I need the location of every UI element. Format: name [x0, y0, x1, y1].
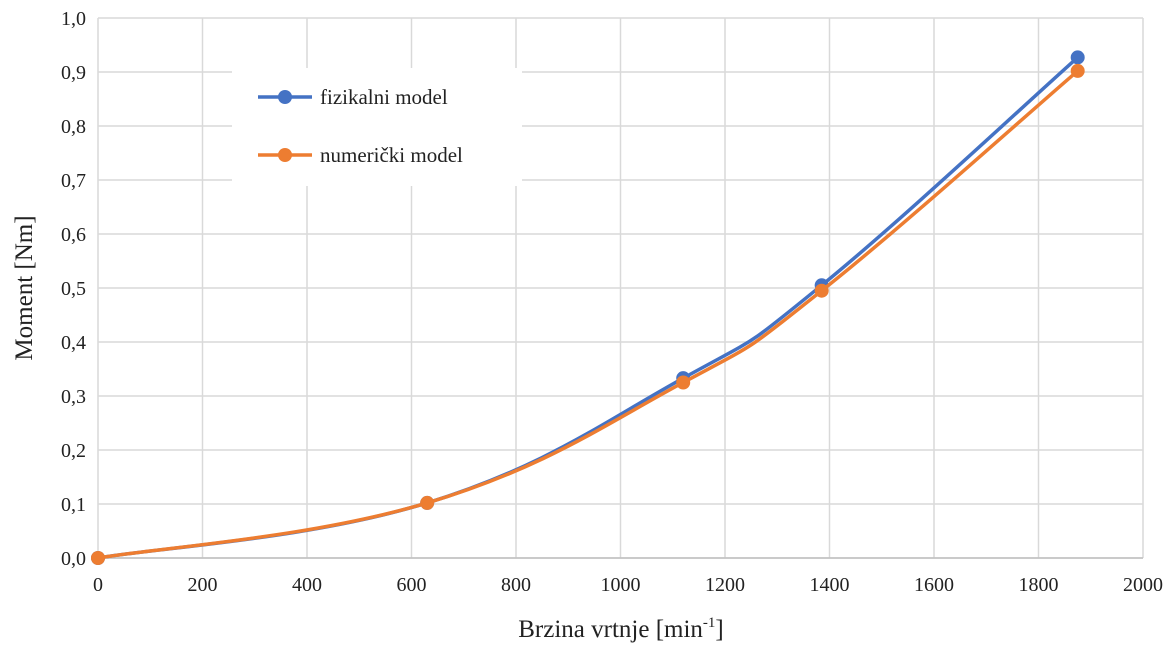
axis-titles: Brzina vrtnje [min-1] Moment [Nm] — [11, 215, 724, 643]
y-tick-label: 0,4 — [61, 332, 86, 354]
y-tick-label: 0,5 — [61, 278, 86, 300]
axes: 0 200 400 600 800 1000 1200 1400 1600 1800 2000 0,0… — [61, 8, 1163, 596]
data-point — [420, 495, 435, 510]
y-axis-title: Moment [Nm] — [11, 215, 38, 360]
data-point — [91, 551, 105, 565]
y-tick-label: 0,3 — [61, 386, 86, 408]
x-tick-label: 0 — [93, 574, 103, 596]
x-tick-label: 600 — [397, 574, 427, 596]
x-axis-title: Brzina vrtnje [min-1] — [518, 615, 724, 643]
y-tick-label: 0,9 — [61, 62, 86, 84]
x-tick-label: 800 — [501, 574, 531, 596]
x-tick-label: 1600 — [914, 574, 954, 596]
y-tick-label: 0,8 — [61, 116, 86, 138]
x-tick-label: 2000 — [1123, 574, 1163, 596]
data-point — [1070, 63, 1085, 78]
legend-marker-1 — [278, 148, 292, 162]
x-tick-label: 400 — [292, 574, 322, 596]
y-tick-label: 0,2 — [61, 440, 86, 462]
x-tick-label: 1400 — [810, 574, 850, 596]
x-tick-label: 1200 — [705, 574, 745, 596]
y-tick-label: 0,7 — [61, 170, 86, 192]
y-tick-label: 0,0 — [61, 548, 86, 570]
data-point — [1070, 50, 1085, 65]
legend-box — [232, 68, 522, 186]
x-tick-label: 1000 — [601, 574, 641, 596]
y-tick-label: 1,0 — [61, 8, 86, 30]
y-tick-label: 0,6 — [61, 224, 86, 246]
data-point — [676, 375, 691, 390]
series — [91, 50, 1085, 565]
legend: fizikalni model numerički model — [232, 68, 522, 186]
legend-marker-0 — [278, 90, 292, 104]
data-point — [814, 283, 829, 298]
legend-label: fizikalni model — [320, 85, 448, 109]
y-tick-label: 0,1 — [61, 494, 86, 516]
x-tick-label: 1800 — [1019, 574, 1059, 596]
legend-label: numerički model — [320, 143, 463, 167]
x-tick-label: 200 — [188, 574, 218, 596]
